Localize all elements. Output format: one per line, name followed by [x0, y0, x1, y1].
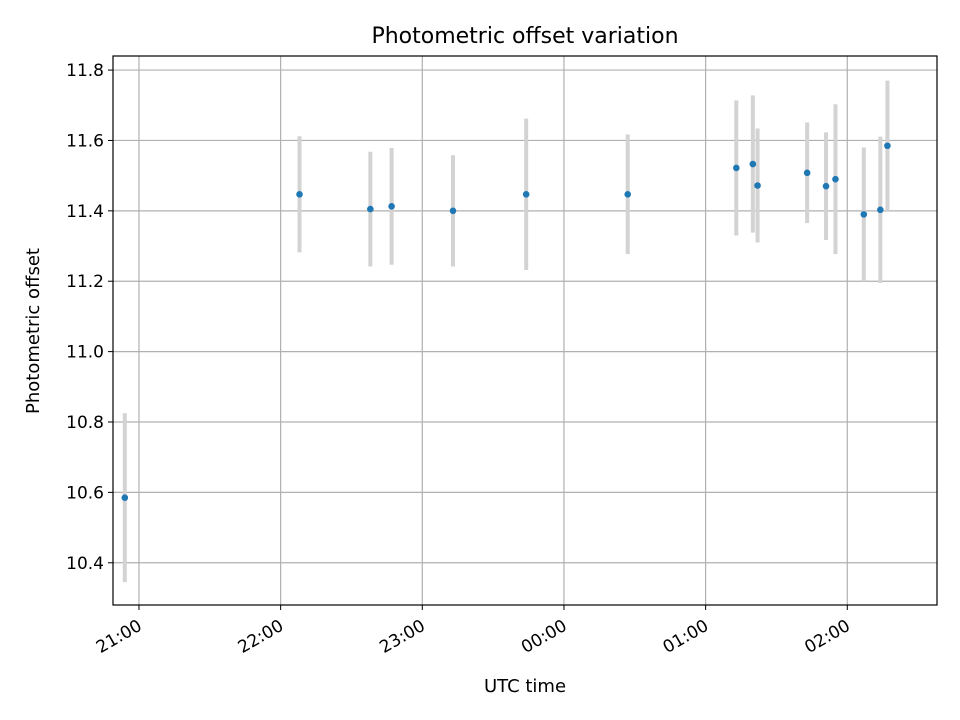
y-axis-label: Photometric offset — [23, 248, 44, 414]
x-axis-label: UTC time — [484, 676, 566, 697]
data-point — [832, 175, 839, 183]
y-tick-label: 11.0 — [66, 343, 104, 363]
data-point — [822, 182, 830, 190]
data-point — [884, 142, 891, 150]
error-bars — [122, 80, 890, 583]
data-point — [754, 182, 761, 189]
y-tick-label: 10.4 — [66, 554, 104, 574]
y-tick-label: 11.2 — [66, 272, 104, 292]
x-axis-ticks: 21:00 22:00 23:00 00:00 01:00 02:00 — [93, 605, 854, 658]
data-point — [803, 169, 811, 177]
data-point — [749, 160, 757, 168]
data-points — [121, 142, 891, 501]
data-point — [388, 202, 395, 210]
data-point — [624, 191, 632, 198]
x-tick-label: 22:00 — [235, 616, 287, 658]
y-tick-label: 10.6 — [66, 483, 104, 503]
y-tick-label: 11.8 — [66, 61, 104, 81]
data-point — [296, 191, 303, 198]
data-point — [449, 207, 457, 215]
data-point — [860, 211, 868, 218]
y-tick-label: 10.8 — [66, 413, 104, 433]
y-tick-label: 11.6 — [66, 131, 104, 151]
data-point — [733, 164, 740, 172]
y-tick-label: 11.4 — [66, 202, 104, 222]
data-point — [877, 206, 884, 214]
x-tick-label: 21:00 — [93, 616, 145, 658]
plot-frame — [112, 55, 938, 606]
x-tick-label: 23:00 — [376, 616, 428, 658]
data-point — [367, 205, 374, 213]
data-point — [121, 494, 129, 501]
y-axis-ticks: 10.4 10.6 10.8 11.0 11.2 11.4 11.6 11.8 — [66, 61, 113, 574]
x-tick-label: 02:00 — [801, 616, 853, 658]
data-point — [522, 191, 530, 198]
x-tick-label: 01:00 — [660, 616, 712, 658]
chart-title: Photometric offset variation — [371, 24, 678, 49]
x-tick-label: 00:00 — [518, 616, 570, 658]
